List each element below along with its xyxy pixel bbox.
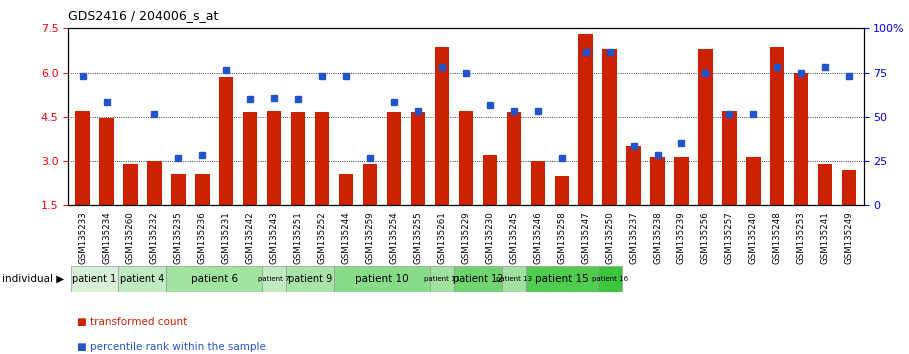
Text: patient 16: patient 16 [592,276,628,282]
Bar [506,113,521,205]
Bar [99,118,114,205]
Bar [454,266,502,292]
Bar [262,266,286,292]
Bar [219,77,234,205]
Bar [459,111,473,205]
Bar [118,266,166,292]
Bar [243,113,257,205]
Bar [315,113,329,205]
Bar [411,113,425,205]
Text: patient 15: patient 15 [534,274,588,284]
Bar [626,146,641,205]
Text: ■ transformed count: ■ transformed count [77,317,187,327]
Bar [124,164,137,205]
Bar [435,47,449,205]
Bar [603,49,617,205]
Text: patient 11: patient 11 [424,276,460,282]
Bar [770,47,784,205]
Text: patient 9: patient 9 [288,274,333,284]
Bar [291,113,305,205]
Text: GDS2416 / 204006_s_at: GDS2416 / 204006_s_at [68,9,218,22]
Text: patient 7: patient 7 [258,276,290,282]
Bar [339,175,354,205]
Text: individual ▶: individual ▶ [2,274,64,284]
Bar [483,155,497,205]
Text: patient 6: patient 6 [191,274,238,284]
Bar [842,170,856,205]
Bar [597,266,622,292]
Bar [650,156,664,205]
Text: patient 1: patient 1 [73,274,116,284]
Bar [578,34,593,205]
Bar [746,156,761,205]
Bar [335,266,430,292]
Bar [794,73,808,205]
Bar [525,266,597,292]
Bar [286,266,335,292]
Text: patient 12: patient 12 [453,274,503,284]
Bar [147,161,162,205]
Text: patient 13: patient 13 [495,276,532,282]
Bar [674,156,689,205]
Bar [554,176,569,205]
Bar [818,164,833,205]
Text: ■ percentile rank within the sample: ■ percentile rank within the sample [77,342,266,352]
Bar [71,266,118,292]
Bar [698,49,713,205]
Bar [387,113,401,205]
Bar [75,111,90,205]
Bar [171,175,185,205]
Bar [195,175,209,205]
Bar [363,164,377,205]
Text: patient 4: patient 4 [120,274,165,284]
Text: patient 10: patient 10 [355,274,409,284]
Bar [430,266,454,292]
Bar [166,266,262,292]
Bar [723,111,736,205]
Bar [531,161,544,205]
Bar [502,266,525,292]
Bar [267,111,282,205]
